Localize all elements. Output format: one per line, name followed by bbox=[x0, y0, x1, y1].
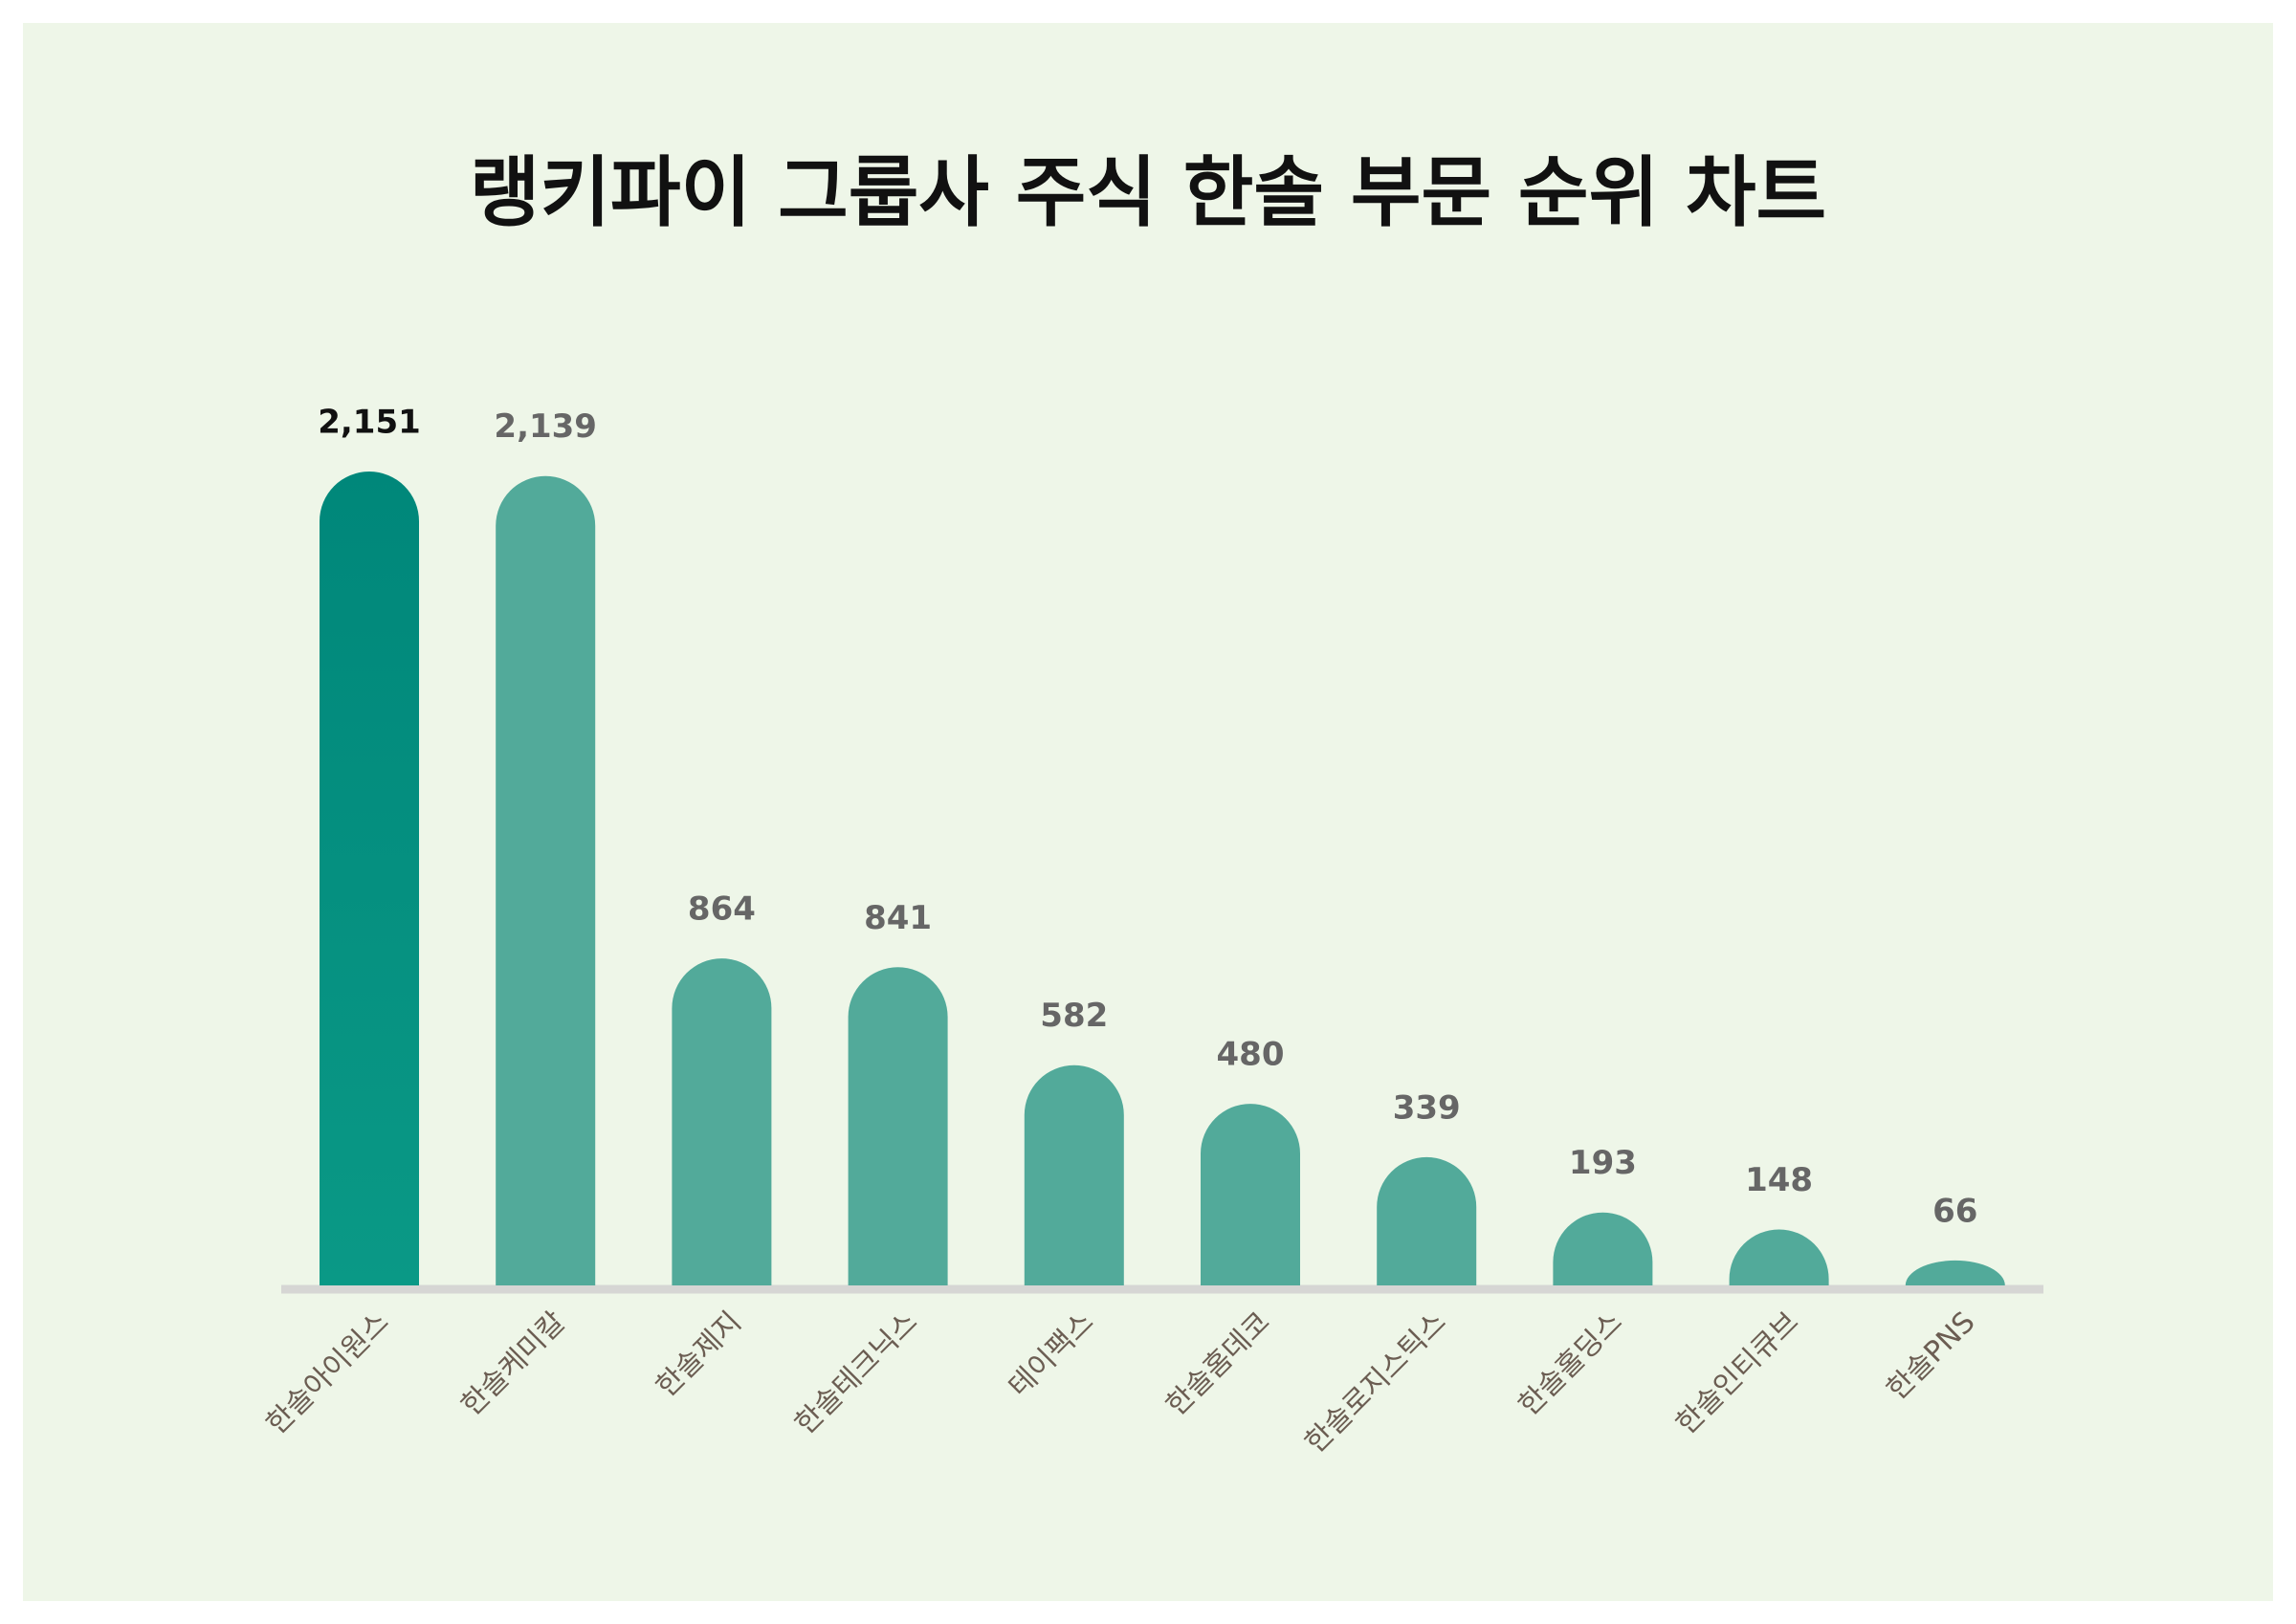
bar bbox=[1377, 1156, 1477, 1285]
bar bbox=[320, 472, 419, 1285]
bar bbox=[1024, 1064, 1124, 1285]
bar bbox=[848, 967, 948, 1285]
bar bbox=[1729, 1229, 1829, 1285]
bar bbox=[1553, 1212, 1653, 1285]
value-label: 841 bbox=[864, 899, 932, 937]
value-label: 66 bbox=[1932, 1192, 1977, 1230]
value-label: 480 bbox=[1217, 1036, 1285, 1074]
bar bbox=[496, 475, 596, 1286]
value-label: 864 bbox=[688, 890, 756, 929]
bar bbox=[1201, 1104, 1300, 1285]
value-label: 2,139 bbox=[494, 407, 597, 446]
value-label: 339 bbox=[1393, 1088, 1461, 1127]
bar bbox=[672, 958, 772, 1285]
value-label: 2,151 bbox=[318, 404, 421, 442]
bar bbox=[1905, 1260, 2005, 1285]
value-label: 148 bbox=[1745, 1161, 1813, 1199]
value-label: 193 bbox=[1569, 1144, 1637, 1182]
value-label: 582 bbox=[1040, 997, 1108, 1035]
chart-title: 랭키파이 그룹사 주식 한솔 부문 순위 차트 bbox=[470, 148, 1826, 237]
